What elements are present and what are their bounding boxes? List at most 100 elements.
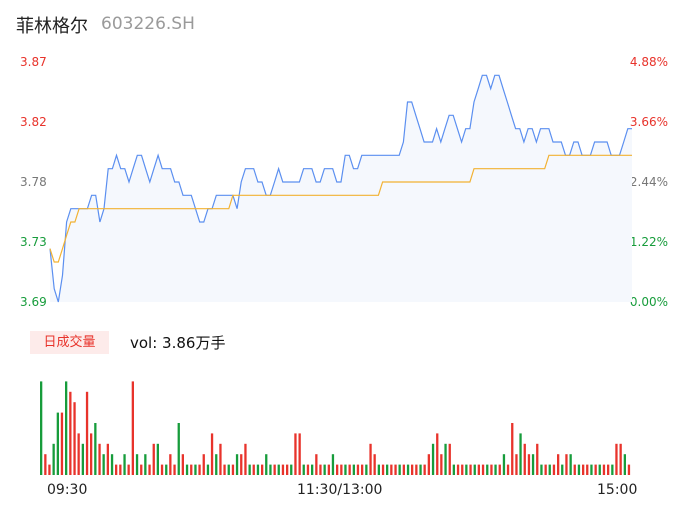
volume-bar	[206, 464, 210, 475]
volume-bar	[190, 464, 193, 475]
volume-bar	[327, 464, 330, 475]
x-tick-midday: 11:30/13:00	[297, 482, 383, 498]
volume-bar	[210, 433, 214, 475]
volume-bar	[223, 464, 226, 475]
volume-bar	[127, 464, 130, 475]
volume-bar	[481, 464, 485, 475]
volume-bar	[431, 443, 435, 475]
volume-bar	[436, 433, 439, 475]
volume-bar	[386, 464, 389, 475]
y-right-tick: 0.00%	[629, 295, 668, 309]
volume-bar	[240, 454, 243, 475]
volume-bar	[281, 464, 285, 475]
volume-bar	[377, 464, 380, 475]
volume-bar	[544, 464, 547, 475]
volume-bar	[627, 464, 631, 475]
volume-bar	[110, 454, 114, 475]
volume-bar	[77, 433, 80, 475]
volume-bar	[248, 464, 251, 475]
volume-bar	[98, 443, 101, 475]
volume-bar	[340, 464, 343, 475]
stock-code: 603226.SH	[101, 14, 195, 34]
volume-bar	[552, 464, 556, 475]
y-left-tick: 3.87	[20, 55, 47, 69]
volume-bar	[577, 464, 581, 475]
volume-bar	[511, 423, 514, 475]
volume-bar	[411, 464, 414, 475]
volume-bar	[427, 454, 430, 475]
price-line	[49, 74, 632, 303]
volume-bar	[269, 464, 272, 475]
volume-bar	[344, 464, 347, 475]
volume-bar	[361, 464, 364, 475]
volume-bar	[498, 464, 501, 475]
volume-bar	[356, 464, 360, 475]
volume-bar	[494, 464, 497, 475]
volume-bar	[261, 464, 264, 475]
volume-bar	[302, 464, 305, 475]
volume-total: vol: 3.86万手	[130, 334, 226, 352]
volume-bar	[52, 443, 55, 475]
volume-bar	[456, 464, 460, 475]
volume-bar	[619, 443, 622, 475]
volume-bar	[319, 464, 322, 475]
volume-bar	[60, 412, 64, 475]
volume-bar	[85, 391, 89, 475]
volume-bar	[519, 433, 522, 475]
volume-bar	[506, 464, 510, 475]
volume-bar	[256, 464, 260, 475]
y-right-tick: 4.88%	[629, 55, 668, 69]
volume-bar	[131, 381, 134, 475]
volume-bar	[56, 412, 59, 475]
volume-bar	[536, 443, 539, 475]
volume-bar	[73, 402, 76, 475]
volume-bar	[181, 454, 184, 475]
volume-bar	[94, 423, 97, 475]
volume-bar	[573, 464, 576, 475]
volume-bar	[69, 391, 72, 475]
volume-bar	[540, 464, 543, 475]
volume-bar	[561, 464, 564, 475]
volume-bar	[440, 454, 443, 475]
volume-bar	[194, 464, 197, 475]
volume-bar	[402, 464, 405, 475]
volume-bar	[331, 454, 335, 475]
volume-bar	[615, 443, 618, 475]
volume-bar	[177, 423, 180, 475]
volume-bar	[490, 464, 493, 475]
volume-bar	[123, 454, 126, 475]
volume-bar	[394, 464, 397, 475]
volume-bar	[452, 464, 455, 475]
volume-bar	[102, 454, 105, 475]
volume-bar	[444, 443, 447, 475]
x-tick-close: 15:00	[597, 482, 638, 498]
volume-bar	[311, 464, 314, 475]
volume-bar	[415, 464, 418, 475]
volume-bar	[477, 464, 480, 475]
volume-bar	[398, 464, 401, 475]
volume-bar	[152, 443, 155, 475]
volume-bar	[140, 464, 143, 475]
volume-bar	[406, 464, 410, 475]
volume-bar	[323, 464, 326, 475]
volume-bar	[598, 464, 601, 475]
volume-bar	[373, 454, 376, 475]
average-line	[49, 154, 632, 263]
volume-bar	[119, 464, 122, 475]
volume-bar	[148, 464, 151, 475]
x-tick-open: 09:30	[47, 482, 88, 498]
volume-bar	[315, 454, 318, 475]
volume-bar	[144, 454, 147, 475]
volume-bar	[244, 443, 247, 475]
volume-bar	[156, 443, 159, 475]
volume-bar	[423, 464, 426, 475]
volume-bar	[169, 454, 172, 475]
stock-name: 菲林格尔	[16, 16, 88, 37]
y-left-tick: 3.73	[20, 235, 47, 249]
volume-bar	[290, 464, 293, 475]
volume-bar	[106, 443, 109, 475]
volume-bar	[135, 454, 139, 475]
volume-tag: 日成交量	[30, 331, 109, 354]
volume-bar	[215, 454, 218, 475]
volume-bar	[582, 464, 585, 475]
